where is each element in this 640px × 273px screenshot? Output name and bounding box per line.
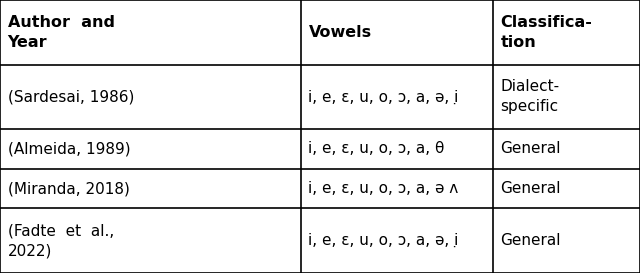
Text: i, e, ɛ, u, o, ɔ, a, θ: i, e, ɛ, u, o, ɔ, a, θ: [308, 141, 445, 156]
Text: (Almeida, 1989): (Almeida, 1989): [8, 141, 131, 156]
Text: (Fadte  et  al.,
2022): (Fadte et al., 2022): [8, 223, 114, 258]
Text: General: General: [500, 233, 561, 248]
Text: i, e, ɛ, u, o, ɔ, a, ə ʌ: i, e, ɛ, u, o, ɔ, a, ə ʌ: [308, 181, 459, 196]
Text: Vowels: Vowels: [308, 25, 372, 40]
Text: (Sardesai, 1986): (Sardesai, 1986): [8, 89, 134, 104]
Text: Classifica-
tion: Classifica- tion: [500, 15, 593, 50]
Text: i, e, ɛ, u, o, ɔ, a, ə, ị: i, e, ɛ, u, o, ɔ, a, ə, ị: [308, 89, 459, 104]
Text: General: General: [500, 181, 561, 196]
Text: Author  and
Year: Author and Year: [8, 15, 115, 50]
Text: General: General: [500, 141, 561, 156]
Text: i, e, ɛ, u, o, ɔ, a, ə, ị: i, e, ɛ, u, o, ɔ, a, ə, ị: [308, 233, 459, 248]
Text: (Miranda, 2018): (Miranda, 2018): [8, 181, 129, 196]
Text: Dialect-
specific: Dialect- specific: [500, 79, 559, 114]
